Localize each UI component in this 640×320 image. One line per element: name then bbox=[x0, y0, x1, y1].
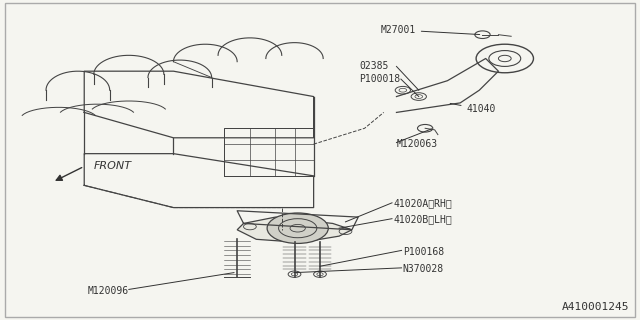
Text: M27001: M27001 bbox=[381, 25, 480, 35]
Text: 41040: 41040 bbox=[450, 103, 496, 114]
Text: 02385: 02385 bbox=[360, 61, 389, 71]
Text: A410001245: A410001245 bbox=[561, 302, 629, 312]
Text: P100018: P100018 bbox=[360, 74, 401, 84]
Text: 41020B〈LH〉: 41020B〈LH〉 bbox=[394, 214, 452, 224]
Text: 41020A〈RH〉: 41020A〈RH〉 bbox=[394, 198, 452, 208]
Text: FRONT: FRONT bbox=[94, 161, 132, 171]
Text: M120063: M120063 bbox=[396, 139, 438, 149]
Polygon shape bbox=[237, 217, 352, 243]
Text: M120096: M120096 bbox=[88, 286, 129, 296]
Text: N370028: N370028 bbox=[403, 264, 444, 275]
Text: P100168: P100168 bbox=[403, 247, 444, 257]
Circle shape bbox=[267, 213, 328, 244]
